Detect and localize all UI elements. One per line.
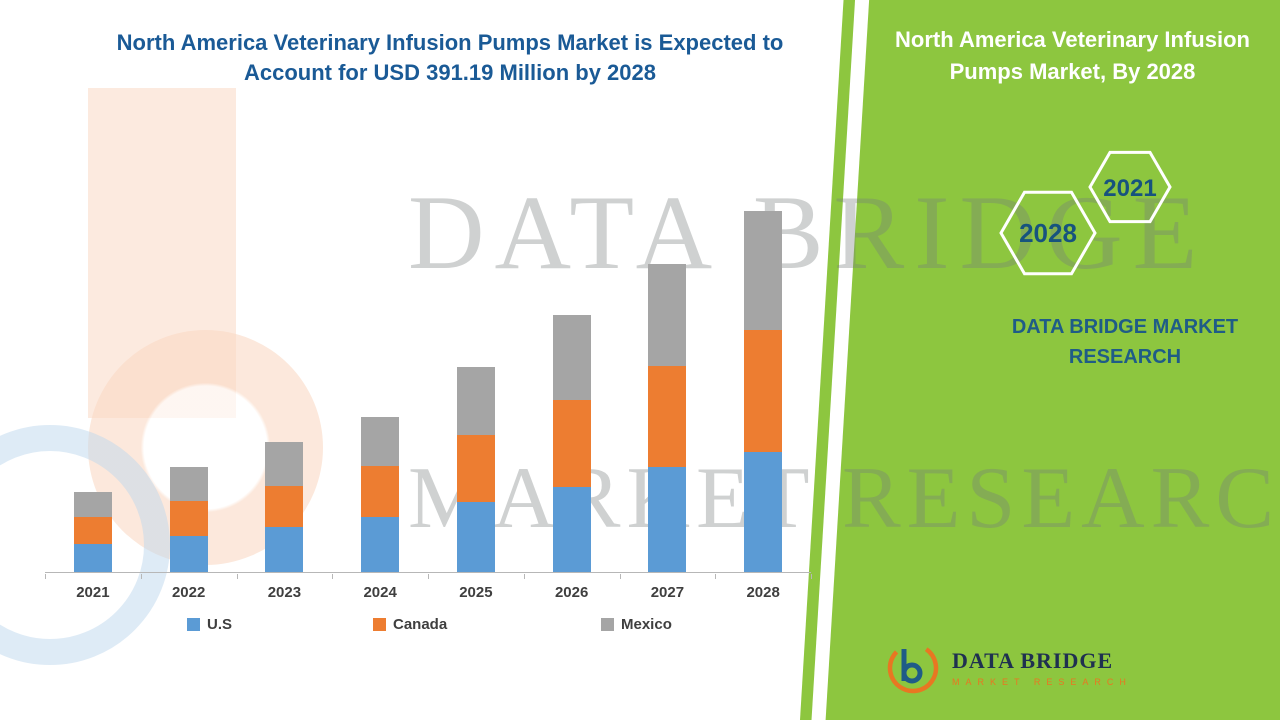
bar-slot-2023 xyxy=(237,203,333,572)
axis-tick xyxy=(523,574,525,579)
bar-segment-us-2023 xyxy=(265,527,304,572)
stacked-bar-2024 xyxy=(361,416,400,572)
bar-segment-canada-2022 xyxy=(169,501,208,537)
bar-segment-us-2026 xyxy=(552,486,591,572)
brand-tagline: MARKET RESEARCH xyxy=(952,676,1132,687)
bar-segment-canada-2025 xyxy=(456,434,495,503)
stacked-bar-2022 xyxy=(169,466,208,572)
stacked-bar-2021 xyxy=(73,491,112,572)
x-axis-label-2024: 2024 xyxy=(363,584,397,601)
bar-slot-2026 xyxy=(524,203,620,572)
bar-segment-us-2022 xyxy=(169,536,208,572)
bar-slot-2028 xyxy=(715,203,811,572)
legend-label: Canada xyxy=(393,616,448,633)
bar-segment-us-2021 xyxy=(73,544,112,572)
legend-item-canada: Canada xyxy=(373,616,447,633)
bar-segment-mexico-2027 xyxy=(648,263,687,367)
bar-segment-canada-2021 xyxy=(73,517,112,545)
bar-segment-us-2025 xyxy=(456,502,495,572)
x-axis-label-2026: 2026 xyxy=(554,584,589,601)
x-axis-label-2022: 2022 xyxy=(171,584,206,601)
axis-tick xyxy=(45,574,46,579)
axis-tick xyxy=(619,574,621,579)
x-axis-ticks xyxy=(45,574,812,579)
stacked-bar-2023 xyxy=(265,441,304,572)
bar-slot-2024 xyxy=(332,203,428,572)
axis-tick xyxy=(140,574,142,579)
plot-area xyxy=(45,203,811,573)
bar-segment-canada-2028 xyxy=(744,330,783,452)
axis-tick xyxy=(811,574,812,579)
hexagon-year-2021: 2021 xyxy=(1103,175,1156,202)
legend-label: Mexico xyxy=(621,616,672,633)
bar-segment-mexico-2025 xyxy=(456,367,495,435)
x-axis-label-2025: 2025 xyxy=(459,584,493,601)
stacked-bar-2028 xyxy=(744,211,783,572)
stacked-bar-2026 xyxy=(552,314,591,572)
bar-segment-us-2028 xyxy=(744,451,783,572)
axis-tick xyxy=(715,574,717,579)
bar-slot-2021 xyxy=(45,203,141,572)
bar-segment-us-2024 xyxy=(361,517,400,572)
stacked-bar-2025 xyxy=(456,367,495,572)
bar-segment-canada-2027 xyxy=(648,366,687,467)
bar-segment-mexico-2026 xyxy=(552,314,591,400)
chart-title: North America Veterinary Infusion Pumps … xyxy=(116,30,784,85)
axis-tick xyxy=(236,574,238,579)
legend-item-us: U.S xyxy=(187,616,232,633)
axis-tick xyxy=(428,574,429,579)
x-axis-label-2027: 2027 xyxy=(650,584,685,601)
legend-swatch xyxy=(373,618,386,631)
x-axis-label-2021: 2021 xyxy=(76,584,110,601)
hexagon-year-2028: 2028 xyxy=(1019,218,1077,248)
bar-segment-canada-2024 xyxy=(361,465,400,518)
chart-legend: U.S Canada Mexico xyxy=(45,616,811,640)
footer-logo: DATA BRIDGE MARKET RESEARCH xyxy=(884,638,1132,696)
axis-tick xyxy=(332,574,334,579)
side-panel-caption: DATA BRIDGE MARKET RESEARCH xyxy=(1011,316,1239,368)
hexagon-2021 xyxy=(1088,150,1172,224)
legend-item-mexico: Mexico xyxy=(601,616,672,633)
bar-slot-2027 xyxy=(620,203,716,572)
hexagon-year-badges: 2028 2021 xyxy=(999,150,1172,276)
brand-name: DATA BRIDGE xyxy=(952,647,1114,673)
bar-segment-canada-2023 xyxy=(265,485,304,528)
data-bridge-logo-icon xyxy=(887,642,939,694)
legend-swatch xyxy=(601,618,614,631)
legend-swatch xyxy=(187,618,200,631)
bar-slot-2025 xyxy=(428,203,524,572)
stacked-bar-2027 xyxy=(648,263,687,572)
hexagon-2028 xyxy=(999,190,1097,276)
bar-slot-2022 xyxy=(141,203,237,572)
bar-segment-mexico-2023 xyxy=(265,441,304,486)
bar-segment-mexico-2021 xyxy=(73,491,112,518)
x-axis-label-2028: 2028 xyxy=(746,584,780,601)
bar-segment-us-2027 xyxy=(648,466,687,572)
x-axis-labels: 2021 2022 2023 2024 2025 2026 2027 2028 xyxy=(45,584,811,601)
side-panel-heading: North America Veterinary Infusion Pumps … xyxy=(895,27,1250,84)
bar-segment-mexico-2028 xyxy=(744,211,783,331)
x-axis-label-2023: 2023 xyxy=(267,584,302,601)
bar-segment-mexico-2024 xyxy=(361,416,400,466)
legend-label: U.S xyxy=(207,616,233,633)
bar-segment-mexico-2022 xyxy=(169,466,208,502)
bar-segment-canada-2026 xyxy=(552,400,591,487)
